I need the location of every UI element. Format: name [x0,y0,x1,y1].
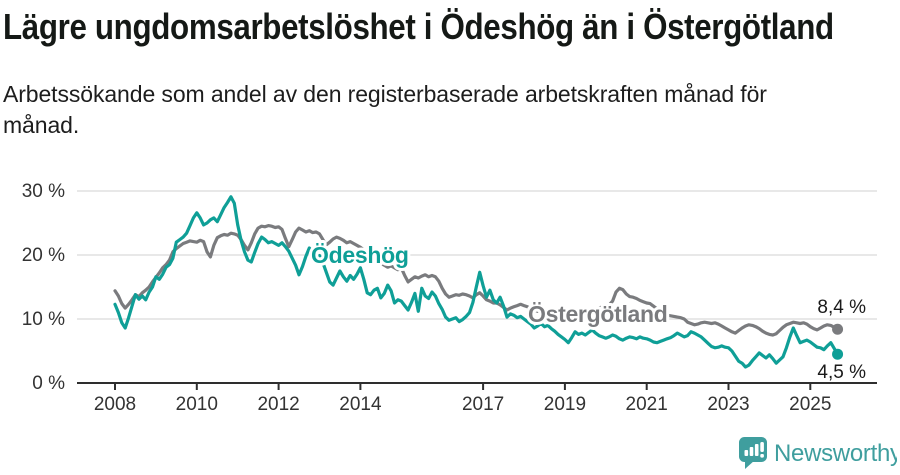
exclamation-glyph [760,442,764,458]
y-axis-label-30: 30 % [22,181,65,202]
end-value-label-ostergotland: 8,4 % [817,297,866,318]
x-axis-label-2014: 2014 [339,394,382,415]
x-axis-label-2025: 2025 [789,394,831,415]
newsworthy-logo: Newsworthy [739,436,900,470]
series-line-odeshog [113,195,840,369]
series-label-ostergotland: Östergötland [528,301,668,327]
x-axis-label-2010: 2010 [176,394,218,415]
x-axis-label-2008: 2008 [94,394,136,415]
x-axis-label-2017: 2017 [462,394,504,415]
subtitle-line-1: Arbetssökande som andel av den registerb… [3,81,767,107]
page-title: Lägre ungdomsarbetslöshet i Ödeshög än i… [3,6,834,47]
x-axis-label-2021: 2021 [626,394,668,415]
newsworthy-wordmark: Newsworthy [774,440,897,467]
bar-chart-glyph [744,444,759,456]
x-axis-label-2012: 2012 [257,394,299,415]
series-end-dot-odeshog [832,348,844,360]
series-end-dot-ostergotland [832,323,844,335]
x-axis-label-2019: 2019 [544,394,586,415]
series-label-odeshog: Ödeshög [311,242,409,268]
y-axis-label-20: 20 % [22,245,65,266]
newsworthy-speech-bubble-icon [739,437,767,469]
y-axis-label-10: 10 % [22,309,65,330]
series-line-ostergotland [113,224,840,337]
end-value-label-odeshog: 4,5 % [817,362,866,383]
x-axis-label-2023: 2023 [707,394,749,415]
y-axis-label-0: 0 % [32,373,65,394]
subtitle-line-2: månad. [3,112,80,138]
page-subtitle: Arbetssökande som andel av den registerb… [3,79,767,141]
